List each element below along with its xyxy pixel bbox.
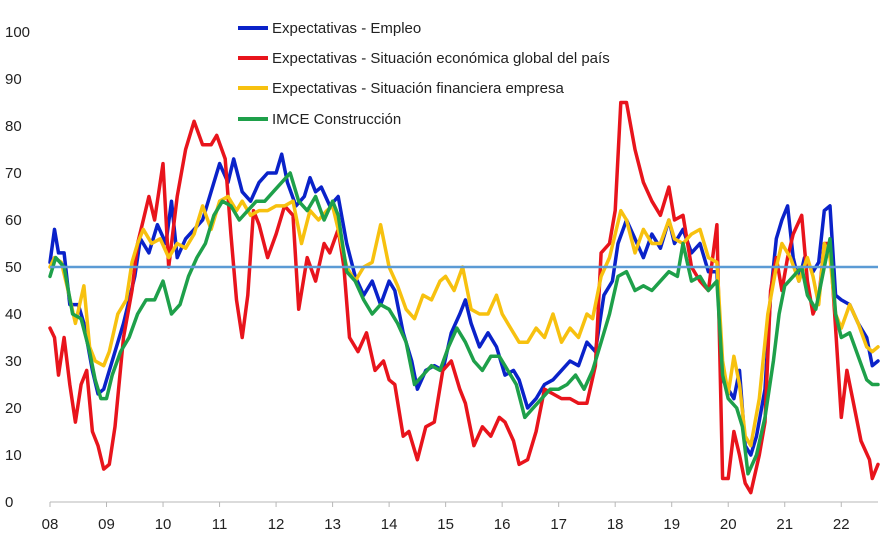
series-line-imce-construccion	[48, 171, 880, 476]
legend: Expectativas - Empleo Expectativas - Sit…	[238, 20, 610, 128]
y-tick-label: 70	[5, 165, 22, 182]
y-tick-label: 30	[5, 353, 22, 370]
x-tick-label: 14	[381, 516, 398, 533]
x-tick-label: 08	[42, 516, 59, 533]
y-tick-label: 20	[5, 400, 22, 417]
y-tick-label: 60	[5, 212, 22, 229]
legend-label-empleo: Expectativas - Empleo	[272, 20, 421, 37]
series-line-situacion-financiera	[48, 194, 880, 448]
x-tick-label: 12	[268, 516, 285, 533]
x-tick-label: 11	[212, 516, 228, 533]
y-tick-label: 40	[5, 306, 22, 323]
axes: 0 10 20 30 40 50 60 70 80 90 100 08 09 10 11 12 13 14 15 16…	[5, 24, 878, 533]
x-tick-label: 16	[494, 516, 511, 533]
y-tick-label: 10	[5, 447, 22, 464]
x-tick-label: 15	[437, 516, 454, 533]
legend-label-situacion-economica: Expectativas - Situación económica globa…	[272, 50, 610, 67]
x-tick-label: 19	[663, 516, 680, 533]
x-tick-label: 22	[833, 516, 850, 533]
y-tick-label: 50	[5, 259, 22, 276]
y-tick-label: 90	[5, 71, 22, 88]
legend-label-imce-construccion: IMCE Construcción	[272, 111, 401, 128]
x-tick-label: 17	[550, 516, 567, 533]
x-tick-label: 18	[607, 516, 624, 533]
y-tick-label: 80	[5, 118, 22, 135]
y-tick-label: 0	[5, 494, 13, 511]
series-line-situacion-economica	[48, 100, 880, 495]
x-tick-label: 09	[98, 516, 115, 533]
legend-label-situacion-financiera: Expectativas - Situación financiera empr…	[272, 80, 564, 97]
x-tick-label: 13	[324, 516, 341, 533]
x-tick-label: 10	[155, 516, 172, 533]
x-tick-label: 20	[720, 516, 737, 533]
y-tick-label: 100	[5, 24, 30, 41]
x-tick-label: 21	[776, 516, 793, 533]
plot-area	[48, 100, 880, 495]
